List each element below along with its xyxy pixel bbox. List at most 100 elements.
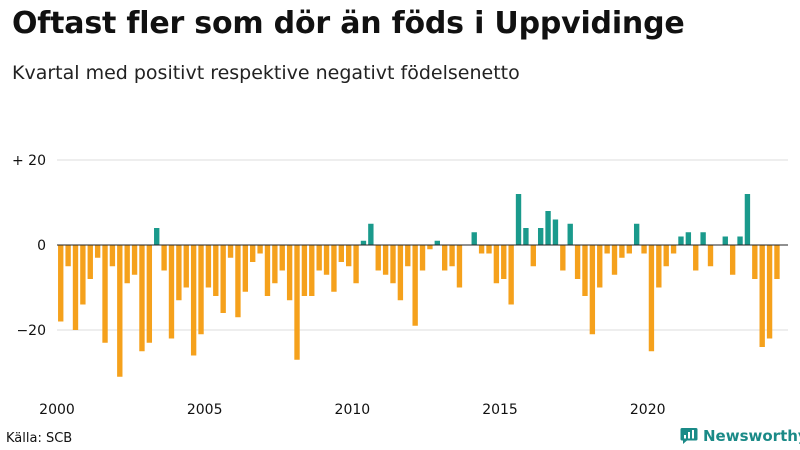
bar-negative: [759, 245, 765, 347]
bars: [58, 194, 780, 377]
bar-negative: [131, 245, 138, 275]
bar-positive: [523, 228, 529, 245]
bar-negative: [619, 245, 625, 258]
bar-negative: [286, 245, 293, 301]
bar-negative: [641, 245, 647, 254]
bar-positive: [537, 228, 544, 245]
x-tick-label: 2000: [39, 402, 75, 418]
chart-title: Oftast fler som dör än föds i Uppvidinge: [12, 6, 685, 41]
bar-negative: [574, 245, 581, 279]
bar-negative: [146, 245, 153, 343]
bar-negative: [729, 245, 736, 275]
birth-net-bar-chart: + 20 0 −20 2000 2005 2010 2015 2020: [12, 153, 788, 418]
bar-negative: [486, 245, 492, 254]
bar-positive: [744, 194, 751, 245]
bar-negative: [693, 245, 699, 271]
bar-negative: [213, 245, 219, 296]
x-tick-label: 2010: [335, 402, 371, 418]
bar-positive: [360, 240, 367, 245]
bar-negative: [604, 245, 610, 254]
bar-negative: [323, 245, 330, 275]
bar-negative: [663, 245, 669, 267]
bar-negative: [198, 245, 204, 335]
bar-positive: [545, 211, 551, 245]
newsworthy-logo-icon: [680, 428, 698, 444]
bar-negative: [227, 245, 234, 258]
bar-negative: [331, 245, 337, 292]
bar-negative: [109, 245, 116, 267]
bar-positive: [567, 223, 573, 245]
bar-negative: [279, 245, 285, 271]
bar-positive: [722, 236, 728, 245]
bar-negative: [508, 245, 514, 305]
bar-negative: [87, 245, 93, 279]
bar-negative: [449, 245, 455, 267]
bar-negative: [235, 245, 241, 318]
bar-negative: [626, 245, 632, 254]
bar-negative: [139, 245, 145, 352]
bar-negative: [94, 245, 101, 258]
bar-negative: [707, 245, 714, 267]
source-note: Källa: SCB: [6, 431, 73, 446]
bar-negative: [656, 245, 662, 288]
bar-negative: [205, 245, 212, 288]
bar-negative: [670, 245, 677, 254]
bar-positive: [685, 232, 692, 245]
bar-negative: [242, 245, 249, 292]
bar-negative: [80, 245, 86, 305]
bar-negative: [611, 245, 618, 275]
bar-negative: [176, 245, 182, 301]
y-tick-label: + 20: [12, 153, 46, 169]
bar-negative: [316, 245, 322, 271]
bar-negative: [478, 245, 485, 254]
bar-positive: [515, 194, 522, 245]
bar-positive: [434, 240, 440, 245]
bar-negative: [264, 245, 271, 296]
gridlines: [57, 159, 788, 331]
bar-negative: [648, 245, 655, 352]
axes: + 20 0 −20 2000 2005 2010 2015 2020: [12, 153, 788, 418]
bar-negative: [456, 245, 463, 288]
bar-negative: [102, 245, 108, 343]
bar-negative: [419, 245, 426, 271]
bar-negative: [58, 245, 64, 322]
bar-negative: [338, 245, 344, 262]
bar-negative: [582, 245, 588, 296]
bar-negative: [412, 245, 418, 326]
x-tick-label: 2020: [630, 402, 666, 418]
bar-positive: [633, 223, 640, 245]
bar-negative: [309, 245, 315, 296]
bar-positive: [737, 236, 743, 245]
bar-negative: [161, 245, 167, 271]
bar-negative: [250, 245, 256, 262]
bar-negative: [346, 245, 352, 267]
bar-negative: [427, 245, 433, 250]
bar-negative: [257, 245, 263, 254]
bar-positive: [700, 232, 706, 245]
x-tick-label: 2015: [482, 402, 518, 418]
bar-negative: [774, 245, 780, 279]
bar-positive: [368, 223, 374, 245]
bar-negative: [183, 245, 189, 288]
bar-negative: [589, 245, 596, 335]
x-tick-label: 2005: [187, 402, 223, 418]
brand-logo[interactable]: Newsworthy: [680, 427, 800, 445]
bar-negative: [353, 245, 359, 284]
bar-negative: [220, 245, 226, 313]
bar-negative: [766, 245, 773, 339]
bar-negative: [124, 245, 130, 284]
chart-subtitle: Kvartal med positivt respektive negativt…: [12, 62, 520, 84]
bar-negative: [65, 245, 71, 267]
bar-negative: [530, 245, 536, 267]
bar-negative: [397, 245, 404, 301]
bar-negative: [752, 245, 758, 279]
bar-negative: [294, 245, 300, 360]
bar-negative: [190, 245, 197, 356]
bar-negative: [375, 245, 381, 271]
bar-negative: [501, 245, 507, 279]
bar-negative: [442, 245, 448, 271]
bar-negative: [382, 245, 389, 275]
bar-negative: [272, 245, 278, 284]
bar-negative: [117, 245, 123, 377]
y-tick-label: −20: [16, 323, 46, 339]
